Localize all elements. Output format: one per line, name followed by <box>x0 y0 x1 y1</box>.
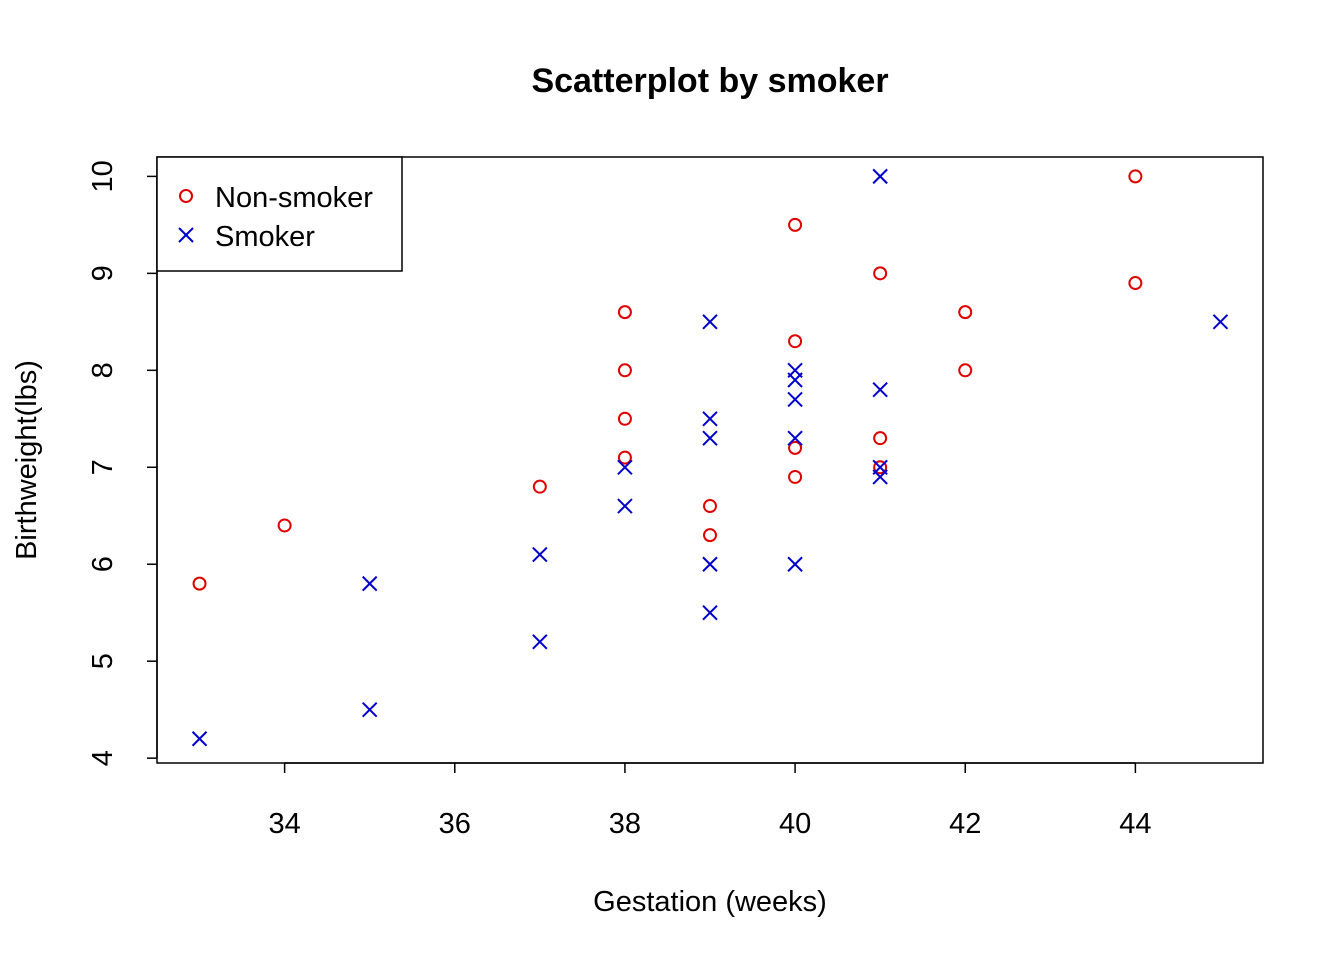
point-non-smoker-8 <box>703 528 717 543</box>
point-smoker-1 <box>361 575 378 592</box>
point-smoker-21-stroke-b <box>1212 314 1229 330</box>
point-smoker-5 <box>617 459 633 475</box>
x-tick-label-40: 40 <box>779 808 811 840</box>
x-tick-label-38: 38 <box>609 808 641 840</box>
y-axis: 4 5 6 7 8 9 10 <box>87 160 158 766</box>
legend-symbol-non-smoker <box>179 189 193 203</box>
point-smoker-9-stroke-b <box>702 430 718 446</box>
point-smoker-7-stroke-b <box>702 314 718 330</box>
point-smoker-6-stroke-b <box>617 498 633 514</box>
point-non-smoker-7 <box>703 499 717 514</box>
point-smoker-3 <box>532 546 548 563</box>
series-non-smoker <box>192 169 1143 591</box>
point-non-smoker-9 <box>788 217 803 232</box>
y-tick-label-4: 4 <box>87 750 119 766</box>
point-non-smoker-15 <box>873 460 888 475</box>
point-smoker-10 <box>702 556 718 572</box>
point-smoker-14-stroke-b <box>787 391 803 408</box>
point-smoker-3-stroke-b <box>532 546 548 563</box>
point-smoker-14 <box>787 391 803 408</box>
point-smoker-11 <box>702 605 718 621</box>
point-smoker-20-stroke-b <box>872 469 888 485</box>
point-non-smoker-0 <box>192 576 207 591</box>
point-non-smoker-12 <box>788 469 803 484</box>
point-smoker-11-stroke-b <box>702 605 718 621</box>
point-non-smoker-17 <box>958 363 973 378</box>
point-smoker-1-stroke-b <box>361 575 378 592</box>
point-non-smoker-1 <box>277 518 292 533</box>
series-smoker <box>191 168 1229 747</box>
point-smoker-15-stroke-b <box>787 430 803 446</box>
x-axis: 34 36 38 40 42 44 <box>268 762 1152 840</box>
legend-label-smoker: Smoker <box>215 221 315 253</box>
y-tick-label-6: 6 <box>87 556 119 572</box>
point-non-smoker-13 <box>873 266 888 281</box>
point-smoker-6 <box>617 498 633 514</box>
point-non-smoker-6 <box>617 450 632 465</box>
chart-title: Scatterplot by smoker <box>531 62 888 100</box>
point-smoker-16-stroke-b <box>787 556 803 572</box>
point-smoker-8 <box>702 411 718 427</box>
point-non-smoker-4 <box>617 363 632 378</box>
point-smoker-0 <box>191 731 208 747</box>
legend: Non-smoker Smoker <box>156 156 403 272</box>
point-smoker-4-stroke-b <box>532 634 548 650</box>
point-smoker-4 <box>532 634 548 650</box>
point-non-smoker-3 <box>617 305 632 320</box>
point-non-smoker-18 <box>1128 169 1143 184</box>
point-smoker-13-stroke-b <box>787 372 803 388</box>
x-tick-label-34: 34 <box>268 808 300 840</box>
point-smoker-2-stroke-b <box>361 701 378 718</box>
y-tick-label-9: 9 <box>87 265 119 281</box>
y-tick-label-7: 7 <box>87 459 119 475</box>
point-smoker-15 <box>787 430 803 446</box>
legend-symbol-smoker <box>178 227 194 243</box>
point-non-smoker-5 <box>617 411 632 426</box>
point-smoker-13 <box>787 372 803 388</box>
legend-marker-smoker <box>178 227 194 243</box>
x-tick-label-36: 36 <box>439 808 471 840</box>
point-smoker-18 <box>872 381 888 398</box>
point-smoker-21 <box>1212 314 1229 330</box>
y-axis-label: Birthweight(lbs) <box>11 360 43 560</box>
point-non-smoker-19 <box>1128 276 1143 291</box>
y-tick-label-8: 8 <box>87 362 119 378</box>
point-smoker-7 <box>702 314 718 330</box>
point-smoker-9 <box>702 430 718 446</box>
data-points <box>191 168 1229 747</box>
point-smoker-5-stroke-b <box>617 459 633 475</box>
y-tick-label-5: 5 <box>87 653 119 669</box>
legend-marker-non-smoker <box>179 189 193 203</box>
point-smoker-2 <box>361 701 378 718</box>
point-non-smoker-2 <box>532 479 547 494</box>
y-tick-label-10: 10 <box>87 160 119 192</box>
x-axis-label: Gestation (weeks) <box>593 886 827 918</box>
x-tick-label-44: 44 <box>1119 808 1151 840</box>
point-smoker-16 <box>787 556 803 572</box>
point-non-smoker-11 <box>788 440 803 455</box>
point-non-smoker-16 <box>958 305 973 320</box>
legend-box <box>156 156 403 272</box>
point-non-smoker-10 <box>788 334 803 349</box>
x-tick-label-42: 42 <box>949 808 981 840</box>
legend-symbol-smoker-stroke-b <box>178 227 194 243</box>
point-smoker-18-stroke-b <box>872 381 888 398</box>
legend-label-non-smoker: Non-smoker <box>215 182 373 214</box>
point-smoker-8-stroke-b <box>702 411 718 427</box>
point-smoker-0-stroke-b <box>191 731 208 747</box>
point-smoker-20 <box>872 469 888 485</box>
point-non-smoker-14 <box>873 431 888 446</box>
point-smoker-10-stroke-b <box>702 556 718 572</box>
point-smoker-17 <box>872 168 888 185</box>
point-smoker-17-stroke-b <box>872 168 888 185</box>
